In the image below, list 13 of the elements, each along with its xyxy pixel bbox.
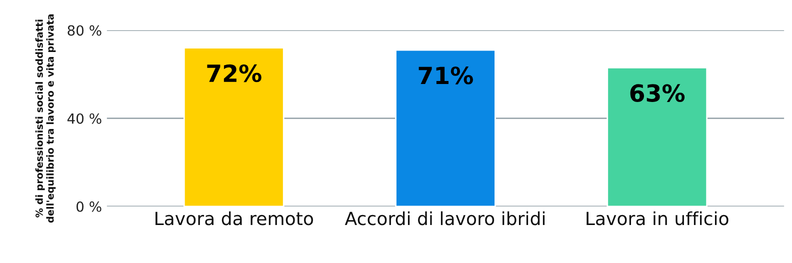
x-tick-label: Lavora da remoto <box>156 211 314 226</box>
bar <box>395 49 496 206</box>
bar <box>183 47 284 206</box>
x-tick-label: Accordi di lavoro ibridi <box>344 211 545 226</box>
data-label: 71% <box>418 66 474 84</box>
bar <box>606 66 708 206</box>
x-tick-label: Lavora in ufficio <box>586 211 728 226</box>
y-tick-label: 80 % <box>68 25 102 36</box>
y-tick-label: 0 % <box>76 201 102 212</box>
data-label: 72% <box>207 64 262 82</box>
y-axis-title: % di professionisti social soddisfatti dell'equilibrio tra lavoro e vita privata <box>35 14 56 223</box>
y-tick-label: 40 % <box>67 113 102 124</box>
data-label: 63% <box>630 84 685 102</box>
